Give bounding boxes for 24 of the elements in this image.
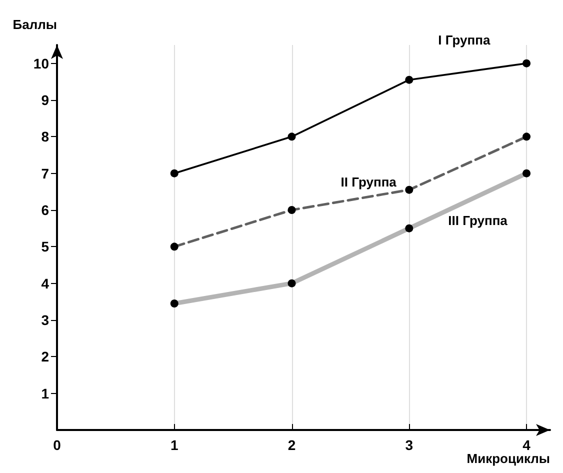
x-tick-label: 1 [170, 437, 178, 453]
y-tick-label: 6 [41, 202, 50, 218]
x-tick-label: 3 [405, 437, 414, 453]
y-axis-title: Баллы [12, 17, 57, 32]
series-label: II Группа [340, 174, 398, 190]
y-tick-label: 1 [41, 385, 50, 402]
y-tick-label: 10 [33, 55, 50, 72]
y-tick-label: 2 [41, 348, 50, 365]
y-tick-label: 3 [41, 312, 50, 328]
series-label: I Группа [438, 32, 491, 48]
x-axis-title: Микроциклы [466, 451, 550, 466]
x-tick-label: 4 [522, 437, 531, 453]
point [288, 132, 296, 141]
point [170, 169, 178, 178]
x-tick-label: 2 [288, 437, 296, 453]
y-tick-label: 5 [41, 238, 50, 255]
point [522, 59, 531, 68]
x-tick-label: 0 [53, 437, 62, 453]
y-tick-label: 9 [41, 92, 50, 108]
point [405, 76, 414, 84]
y-tick-label: 8 [41, 128, 50, 145]
y-tick-label: 7 [41, 165, 50, 182]
series-label: III Группа [448, 212, 508, 228]
y-tick-label: 4 [41, 275, 50, 292]
